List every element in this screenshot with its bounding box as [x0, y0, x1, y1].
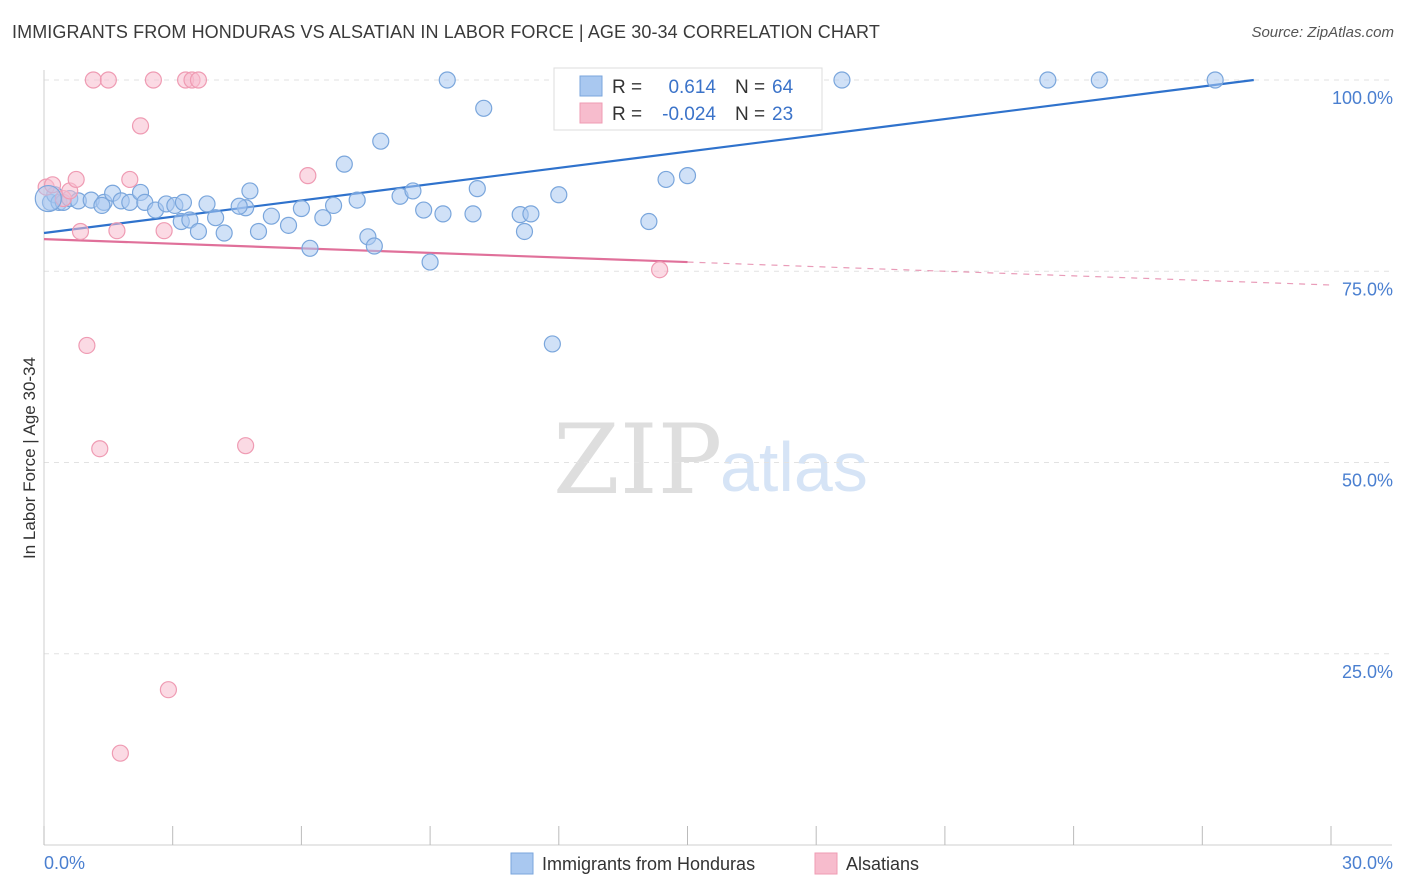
- blue-data-point: [438, 71, 456, 89]
- blue-data-point: [215, 224, 233, 242]
- blue-data-point: [249, 222, 268, 241]
- blue-data-point: [181, 211, 199, 229]
- pink-data-point: [131, 117, 150, 135]
- y-tick-label: 25.0%: [1342, 662, 1393, 682]
- blue-data-point: [468, 180, 486, 198]
- correlation-legend: R = 0.614 N = 64 R = -0.024 N = 23: [553, 67, 823, 131]
- legend-pink-swatch: [579, 102, 603, 124]
- pink-data-point: [299, 167, 317, 185]
- blue-data-point: [174, 193, 193, 211]
- blue-data-point: [434, 205, 452, 223]
- legend-pink-n-label: N =: [735, 104, 765, 125]
- bottom-legend-pink-swatch: [814, 852, 838, 875]
- pink-data-point: [78, 336, 96, 355]
- blue-data-point: [324, 196, 343, 215]
- legend-pink-r-label: R =: [612, 104, 642, 125]
- chart-title: IMMIGRANTS FROM HONDURAS VS ALSATIAN IN …: [12, 22, 880, 42]
- blue-data-point: [833, 71, 851, 89]
- bottom-legend-pink-label: Alsatians: [846, 854, 919, 874]
- pink-data-point: [651, 261, 669, 279]
- blue-data-point: [365, 237, 383, 255]
- legend-blue-n-label: N =: [735, 77, 765, 98]
- blue-data-point: [1090, 71, 1108, 89]
- legend-pink-n-value: 23: [772, 104, 793, 125]
- blue-data-point: [404, 182, 422, 200]
- blue-data-point: [640, 212, 658, 231]
- blue-data-point: [522, 205, 540, 223]
- blue-data-point: [301, 239, 319, 257]
- blue-data-point: [241, 182, 259, 200]
- blue-data-point: [335, 155, 353, 173]
- blue-data-point: [93, 196, 111, 215]
- blue-data-point: [678, 167, 697, 185]
- blue-cluster-point: [34, 184, 62, 213]
- watermark-zip: ZIP: [553, 404, 722, 516]
- pink-data-point: [159, 681, 178, 699]
- pink-data-point: [111, 744, 129, 762]
- y-tick-label: 100.0%: [1332, 88, 1393, 108]
- blue-data-point: [189, 222, 208, 241]
- pink-data-point: [121, 170, 139, 189]
- blue-data-point: [1206, 71, 1224, 89]
- blue-data-point: [657, 170, 675, 189]
- bottom-legend-blue-swatch: [510, 852, 534, 875]
- blue-data-point: [348, 191, 366, 209]
- blue-data-point: [415, 201, 433, 219]
- y-axis-label: In Labor Force | Age 30-34: [20, 357, 39, 559]
- pink-data-point: [99, 71, 117, 89]
- pink-data-point: [144, 71, 162, 89]
- x-tick-label-min: 0.0%: [44, 853, 85, 873]
- blue-data-point: [230, 197, 248, 215]
- legend-blue-r-label: R =: [612, 77, 642, 98]
- pink-data-point: [71, 222, 90, 241]
- blue-data-point: [550, 186, 568, 204]
- blue-data-point: [475, 99, 493, 117]
- pink-data-point: [237, 437, 255, 455]
- x-tick-label-max: 30.0%: [1342, 853, 1393, 873]
- blue-data-point: [543, 335, 561, 353]
- blue-data-point: [1039, 71, 1057, 89]
- blue-data-point: [207, 209, 225, 227]
- blue-data-point: [372, 132, 390, 150]
- legend-blue-n-value: 64: [772, 77, 794, 98]
- pink-data-point: [155, 222, 173, 240]
- blue-data-point: [515, 222, 534, 241]
- legend-pink-r-value: -0.024: [662, 104, 716, 125]
- blue-data-point: [421, 253, 439, 271]
- pink-data-point: [67, 170, 85, 189]
- pink-trend-line: [43, 238, 688, 264]
- pink-data-point: [189, 71, 208, 89]
- legend-blue-r-value: 0.614: [668, 77, 716, 98]
- watermark-atlas: atlas: [720, 428, 868, 506]
- source-label: Source: ZipAtlas.com: [1251, 24, 1394, 41]
- pink-data-point: [91, 440, 109, 458]
- blue-data-point: [279, 216, 298, 234]
- pink-data-point: [84, 71, 102, 89]
- axes: 100.0% 75.0% 50.0% 25.0% 0.0% 30.0%: [43, 70, 1393, 873]
- y-tick-label: 50.0%: [1342, 471, 1393, 491]
- blue-data-point: [262, 207, 280, 225]
- blue-data-point: [464, 205, 482, 223]
- blue-data-point: [292, 199, 310, 218]
- pink-trend-extension: [687, 261, 1332, 286]
- bottom-legend-blue-label: Immigrants from Honduras: [542, 854, 755, 874]
- pink-data-point: [108, 222, 126, 240]
- grid-lines: [44, 79, 1392, 655]
- y-tick-label: 75.0%: [1342, 279, 1393, 299]
- blue-data-point: [314, 209, 332, 227]
- legend-blue-swatch: [579, 75, 603, 97]
- blue-data-point: [198, 195, 216, 213]
- series-legend: Immigrants from Honduras Alsatians: [510, 852, 919, 875]
